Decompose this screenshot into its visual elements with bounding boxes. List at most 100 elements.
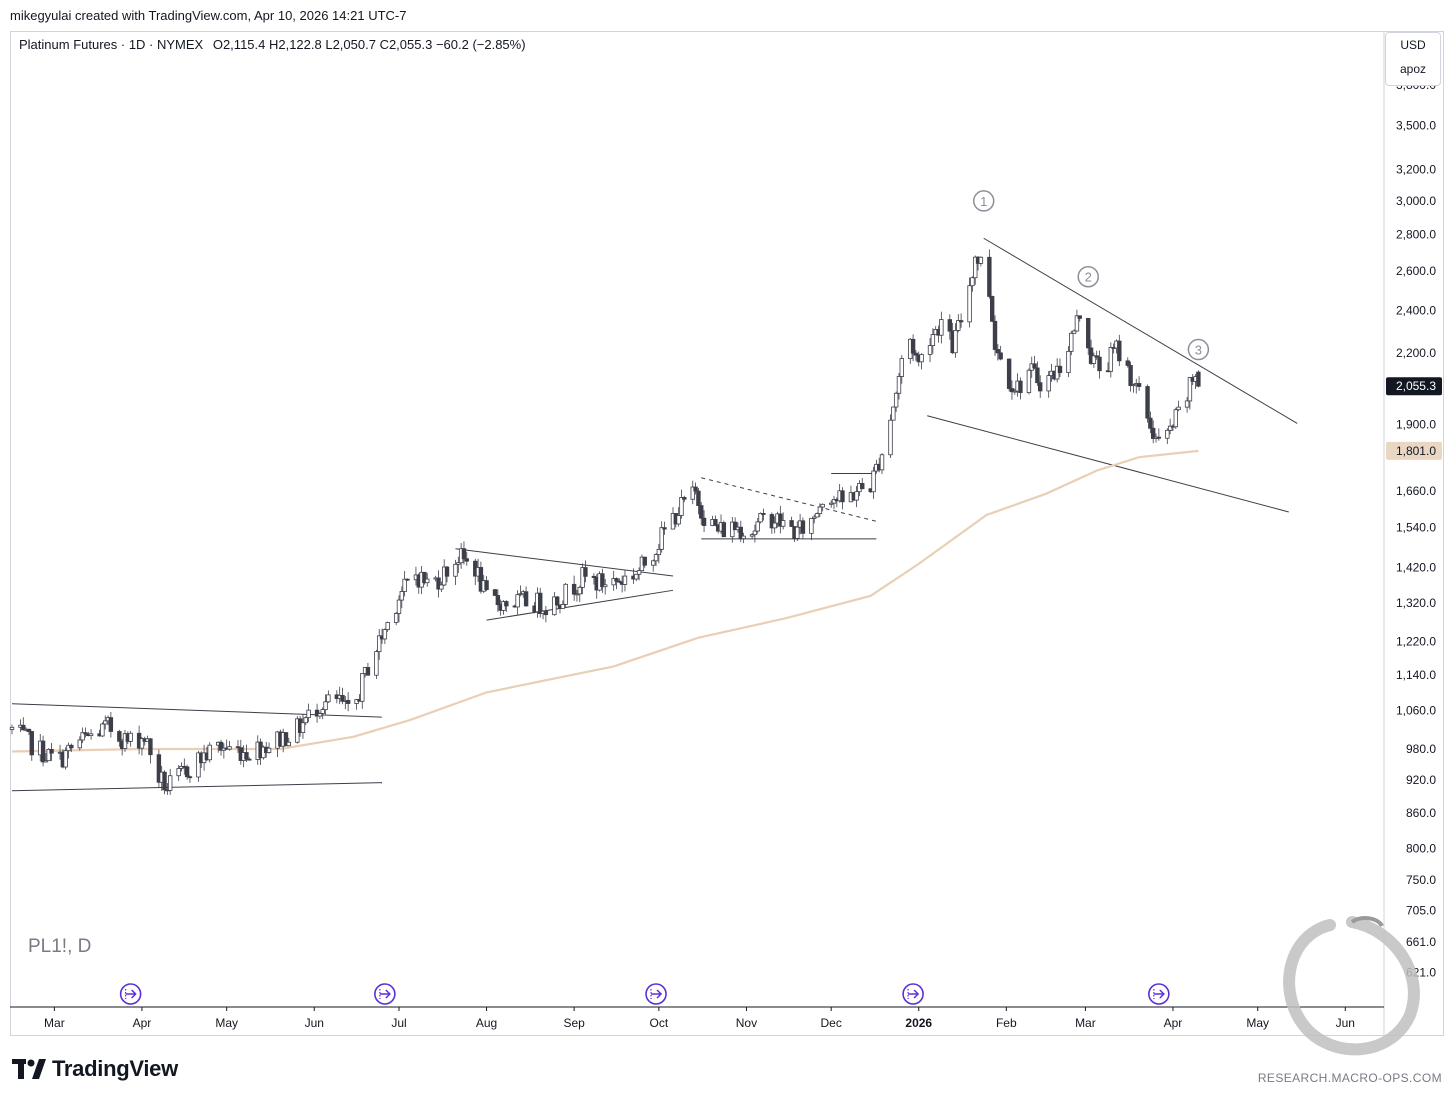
- candle: [871, 466, 876, 499]
- event-marker-icon[interactable]: [1148, 983, 1170, 1005]
- candle: [29, 730, 34, 761]
- candle: [591, 573, 597, 585]
- tradingview-logo[interactable]: TradingView: [12, 1056, 178, 1081]
- candle: [117, 729, 122, 747]
- time-tick-label: Apr: [133, 1016, 152, 1030]
- event-marker-icon[interactable]: [119, 983, 142, 1005]
- price-tick-label: 1,540.0: [1396, 521, 1436, 535]
- price-tick-label: 2,200.0: [1396, 346, 1436, 360]
- candle: [617, 578, 622, 584]
- trendline[interactable]: [983, 237, 1298, 424]
- candlesticks: [9, 249, 1201, 795]
- svg-text:3: 3: [1195, 343, 1202, 358]
- event-marker-icon[interactable]: [645, 983, 667, 1005]
- site-url: RESEARCH.MACRO-OPS.COM: [1257, 1071, 1442, 1085]
- candle: [365, 662, 371, 676]
- candle: [196, 750, 201, 782]
- candle: [721, 520, 727, 538]
- candle: [492, 589, 498, 596]
- candle: [235, 739, 241, 753]
- time-tick-label: Jul: [391, 1016, 406, 1030]
- candle: [207, 742, 212, 763]
- candle: [1035, 361, 1040, 386]
- candle: [1086, 317, 1091, 355]
- candle: [402, 571, 407, 597]
- candle: [405, 578, 410, 582]
- candle: [973, 255, 978, 285]
- trendline[interactable]: [927, 415, 1289, 513]
- currency-box[interactable]: USD apoz: [1385, 32, 1441, 86]
- candle: [780, 512, 786, 530]
- time-tick-label: Nov: [736, 1016, 757, 1030]
- candle: [1187, 376, 1193, 410]
- candle: [970, 276, 975, 292]
- candle: [919, 353, 924, 370]
- event-marker-icon[interactable]: [902, 983, 924, 1005]
- wave-label: 2: [1077, 265, 1099, 288]
- time-tick-label: 2026: [905, 1016, 932, 1030]
- candle: [699, 501, 704, 525]
- candle: [752, 524, 758, 543]
- candle: [1006, 358, 1012, 392]
- trendline[interactable]: [11, 782, 383, 792]
- candle: [326, 690, 331, 703]
- candle: [956, 314, 961, 333]
- candle: [1066, 346, 1071, 378]
- candle: [1131, 383, 1136, 393]
- currency-label[interactable]: USD: [1400, 38, 1426, 52]
- candle: [879, 452, 885, 475]
- candle: [227, 740, 232, 751]
- candle: [840, 487, 845, 510]
- event-marker-icon[interactable]: [374, 983, 396, 1005]
- candle: [69, 743, 74, 752]
- candle: [323, 694, 328, 715]
- candle: [49, 742, 54, 761]
- candle: [303, 716, 308, 726]
- time-tick-label: Oct: [650, 1016, 669, 1030]
- candle: [642, 556, 647, 568]
- candle: [317, 712, 323, 719]
- candle: [518, 585, 523, 597]
- candle: [800, 517, 806, 539]
- candle: [1038, 375, 1043, 398]
- candle: [266, 742, 272, 754]
- candle: [139, 737, 145, 756]
- candle: [1026, 368, 1032, 395]
- candle: [184, 764, 190, 780]
- candle: [1184, 396, 1190, 413]
- trendline[interactable]: [701, 477, 877, 522]
- price-tick-label: 1,660.0: [1396, 484, 1436, 498]
- ouroboros-ring: [1283, 916, 1420, 1056]
- candle: [602, 578, 608, 595]
- time-tick-label: Mar: [44, 1016, 65, 1030]
- svg-text:1,801.0: 1,801.0: [1396, 444, 1436, 458]
- candle: [1032, 355, 1037, 370]
- trendline[interactable]: [486, 589, 674, 621]
- candle: [538, 587, 543, 618]
- candle: [1069, 330, 1074, 356]
- candle: [761, 508, 766, 521]
- candle: [283, 732, 289, 747]
- svg-text:2,055.3: 2,055.3: [1396, 379, 1436, 393]
- candle: [478, 561, 484, 594]
- candle: [552, 591, 557, 616]
- candle: [659, 521, 664, 553]
- candle: [425, 573, 430, 587]
- candle: [622, 570, 628, 592]
- candle: [577, 585, 582, 603]
- candle: [374, 649, 379, 679]
- candle: [399, 586, 405, 609]
- candle: [634, 573, 639, 582]
- price-axis: 3,800.03,500.03,200.03,000.02,800.02,600…: [1386, 78, 1442, 980]
- time-axis: Mar Apr May Jun Jul Aug Sep Oct Nov Dec 2026 Feb Mar…: [44, 1007, 1355, 1030]
- trendline[interactable]: [455, 548, 674, 577]
- candle: [345, 692, 351, 712]
- wave-label: 3: [1187, 338, 1210, 361]
- candle: [26, 728, 32, 735]
- candle: [504, 600, 509, 612]
- scale-mode-label[interactable]: apoz: [1399, 62, 1427, 76]
- candle: [696, 488, 701, 515]
- candle: [484, 576, 489, 592]
- candle: [854, 486, 859, 508]
